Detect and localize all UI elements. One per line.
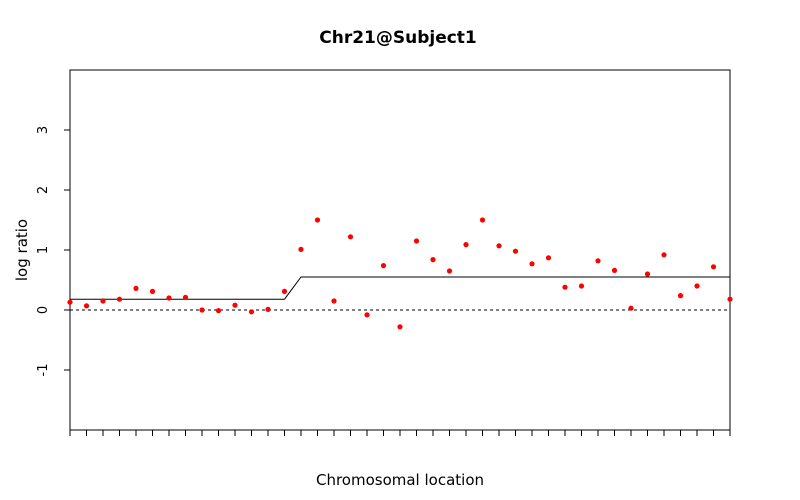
data-point — [83, 303, 90, 309]
data-point — [232, 302, 238, 308]
data-point — [529, 261, 535, 267]
data-point — [133, 285, 139, 291]
data-point — [430, 257, 436, 263]
y-tick-label: 3 — [36, 126, 51, 134]
data-point — [496, 243, 502, 249]
data-point — [512, 248, 519, 254]
x-axis — [69, 430, 731, 436]
data-point — [347, 234, 354, 240]
data-point — [545, 255, 552, 261]
data-point — [248, 309, 255, 315]
chart-title: Chr21@Subject1 — [319, 28, 477, 48]
data-point — [67, 299, 73, 305]
data-point — [149, 288, 156, 294]
data-point — [677, 293, 684, 299]
data-point — [644, 271, 651, 277]
y-axis: -1 0 1 2 3 — [36, 126, 70, 377]
data-point — [166, 295, 172, 301]
y-axis-label: log ratio — [13, 219, 31, 281]
y-tick-label: 2 — [36, 186, 51, 194]
plot-frame — [69, 69, 731, 431]
data-point — [397, 324, 403, 330]
data-point — [562, 284, 568, 290]
data-point — [446, 268, 453, 274]
data-point — [199, 307, 205, 313]
data-point — [463, 242, 469, 248]
data-point — [100, 298, 106, 304]
data-points — [67, 217, 733, 330]
data-point — [215, 308, 222, 314]
data-point — [628, 305, 634, 311]
y-tick-label: 1 — [36, 246, 51, 254]
data-point — [413, 238, 420, 244]
data-point — [364, 312, 370, 318]
data-point — [281, 288, 288, 294]
y-tick-label: 0 — [36, 306, 51, 314]
data-point — [595, 258, 601, 264]
data-point — [661, 252, 667, 258]
data-point — [314, 217, 321, 223]
data-point — [479, 217, 486, 223]
data-point — [727, 296, 733, 302]
data-point — [182, 294, 189, 300]
data-point — [380, 263, 387, 269]
data-point — [298, 246, 304, 252]
data-point — [265, 306, 271, 312]
y-tick-label: -1 — [36, 364, 51, 377]
data-point — [694, 283, 700, 289]
segment-polyline — [70, 276, 730, 300]
segment-line — [70, 276, 730, 300]
data-point — [331, 298, 337, 304]
data-point — [611, 267, 618, 273]
x-axis-label: Chromosomal location — [316, 471, 484, 489]
data-point — [578, 283, 585, 289]
data-point — [116, 296, 123, 302]
data-point — [710, 264, 717, 270]
